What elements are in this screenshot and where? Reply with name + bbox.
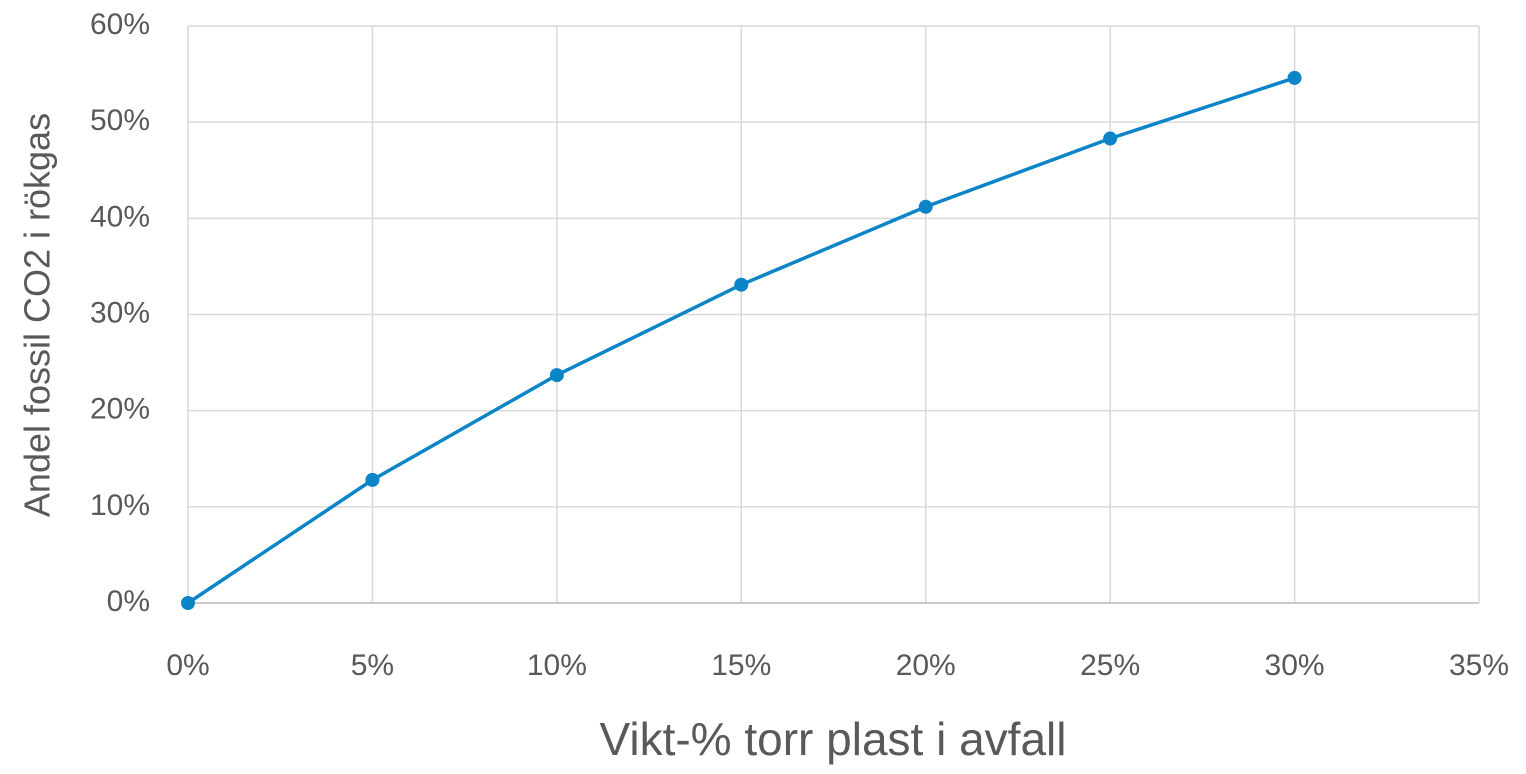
x-tick-label: 25% bbox=[1080, 649, 1140, 682]
x-tick-label: 0% bbox=[166, 649, 209, 682]
x-tick-label: 5% bbox=[351, 649, 394, 682]
data-point bbox=[1103, 131, 1118, 146]
data-point bbox=[1287, 70, 1302, 85]
y-axis-title: Andel fossil CO2 i rökgas bbox=[17, 113, 58, 517]
y-tick-label: 20% bbox=[90, 393, 150, 426]
y-tick-label: 40% bbox=[90, 200, 150, 233]
y-tick-label: 60% bbox=[90, 8, 150, 41]
x-tick-label: 10% bbox=[527, 649, 587, 682]
data-point bbox=[918, 199, 933, 214]
x-tick-label: 20% bbox=[896, 649, 956, 682]
data-point bbox=[734, 277, 749, 292]
data-point bbox=[365, 472, 380, 487]
x-tick-label: 15% bbox=[711, 649, 771, 682]
y-tick-label: 50% bbox=[90, 104, 150, 137]
data-point bbox=[549, 368, 564, 383]
y-tick-label: 10% bbox=[90, 489, 150, 522]
y-tick-label: 0% bbox=[107, 585, 150, 618]
data-point bbox=[181, 596, 195, 610]
x-tick-label: 35% bbox=[1449, 649, 1509, 682]
x-axis-title: Vikt-% torr plast i avfall bbox=[600, 713, 1067, 765]
y-tick-label: 30% bbox=[90, 296, 150, 329]
x-tick-label: 30% bbox=[1265, 649, 1325, 682]
